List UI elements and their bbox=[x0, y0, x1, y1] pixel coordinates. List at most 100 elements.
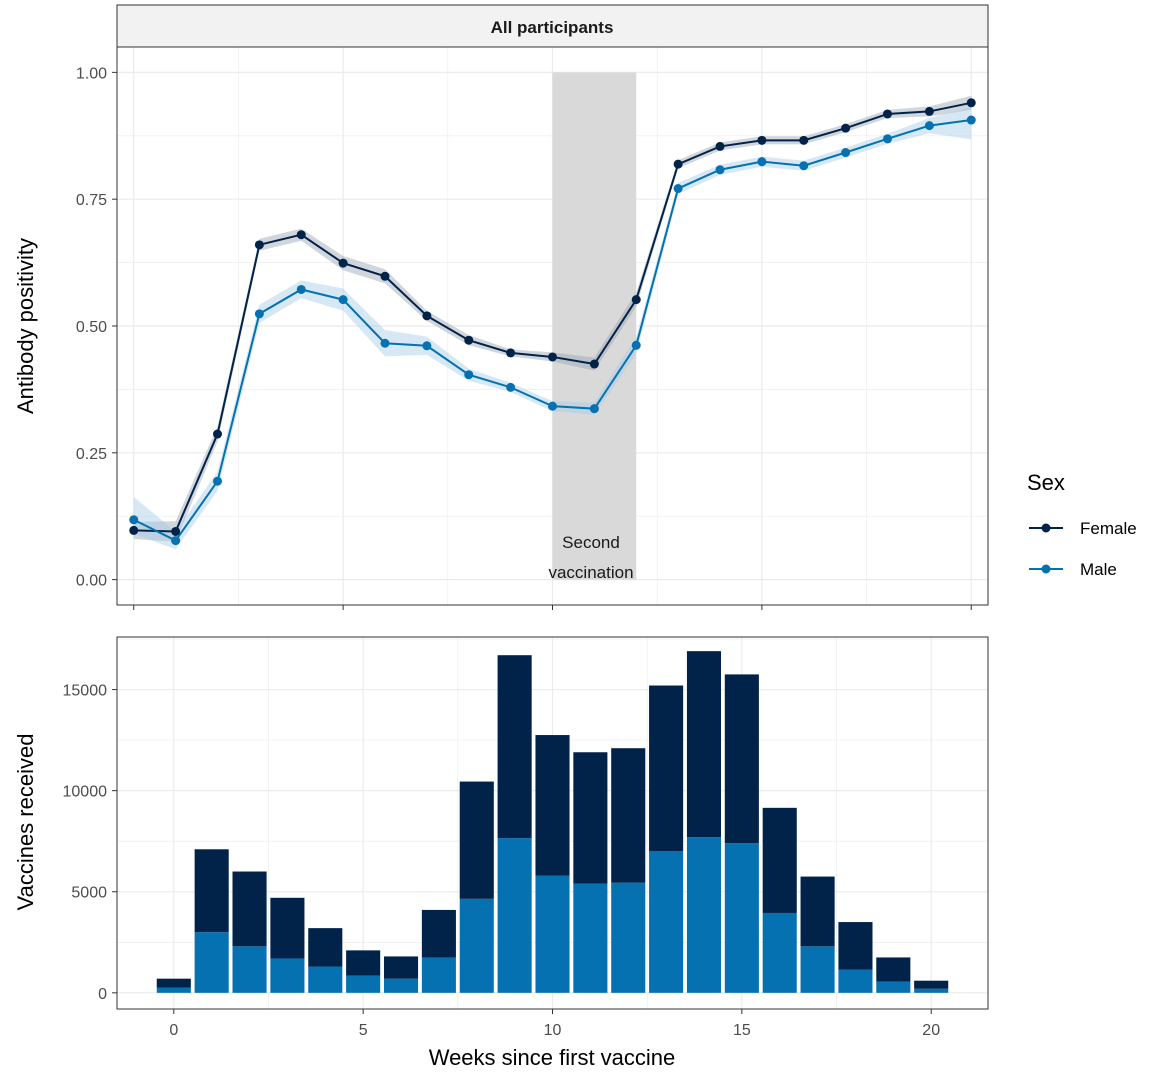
point-female-week-18 bbox=[883, 109, 892, 119]
bar-male-week-16 bbox=[762, 912, 797, 993]
point-female-week-5 bbox=[338, 258, 348, 268]
bar-male-week-13 bbox=[649, 851, 684, 993]
annotation-line-1: Second bbox=[562, 533, 620, 552]
bar-female-week-0 bbox=[156, 978, 191, 988]
bar-female-week-18 bbox=[838, 922, 873, 970]
bar-female-week-15 bbox=[724, 674, 759, 844]
bar-male-week-5 bbox=[346, 975, 381, 993]
shaded-band bbox=[552, 72, 637, 580]
point-female-week-0 bbox=[129, 525, 139, 535]
bar-female-week-8 bbox=[459, 781, 494, 899]
bar-male-week-0 bbox=[156, 987, 191, 993]
bar-male-week-1 bbox=[194, 932, 229, 993]
point-male-week-0 bbox=[129, 515, 139, 525]
point-male-week-5 bbox=[338, 295, 348, 305]
bar-female-week-19 bbox=[876, 957, 911, 982]
y-tick-label: 15000 bbox=[63, 683, 108, 700]
stacked-bars bbox=[156, 651, 949, 993]
point-male-week-20 bbox=[966, 115, 976, 125]
point-female-week-2 bbox=[213, 429, 222, 439]
point-male-week-9 bbox=[506, 382, 516, 392]
bottom-panel: 0 5000 10000 15000 0 5 10 15 20 Vaccines receiv… bbox=[13, 636, 989, 1070]
bar-male-week-17 bbox=[800, 946, 835, 993]
bar-male-week-18 bbox=[838, 969, 873, 993]
second-vaccination-band bbox=[552, 72, 637, 580]
bar-female-week-14 bbox=[686, 651, 722, 838]
bar-male-week-8 bbox=[459, 898, 494, 993]
point-female-week-6 bbox=[380, 271, 390, 281]
bar-female-week-11 bbox=[573, 752, 608, 884]
top-y-axis: 0.00 0.25 0.50 0.75 1.00 bbox=[76, 65, 117, 590]
bar-female-week-4 bbox=[308, 928, 343, 967]
bottom-y-axis: 0 5000 10000 15000 bbox=[63, 683, 117, 1003]
point-female-week-11 bbox=[589, 359, 599, 369]
point-male-week-14 bbox=[715, 165, 725, 175]
point-male-week-11 bbox=[589, 404, 599, 414]
point-female-week-1 bbox=[171, 526, 181, 536]
x-tick-label: 0 bbox=[169, 1022, 178, 1039]
point-male-week-13 bbox=[673, 184, 683, 194]
legend-male-point bbox=[1041, 564, 1051, 574]
point-female-week-20 bbox=[966, 98, 976, 108]
bar-male-week-2 bbox=[232, 946, 267, 993]
bar-male-week-10 bbox=[535, 875, 570, 993]
point-male-week-8 bbox=[464, 370, 474, 380]
y-tick-label: 0.00 bbox=[76, 573, 107, 590]
annotation-line-2: vaccination bbox=[548, 563, 633, 582]
bar-female-week-1 bbox=[194, 849, 229, 933]
point-female-week-8 bbox=[464, 335, 474, 345]
point-female-week-10 bbox=[548, 352, 557, 362]
bar-female-week-17 bbox=[800, 876, 835, 947]
point-male-week-1 bbox=[171, 536, 181, 546]
point-male-week-6 bbox=[380, 338, 390, 348]
bar-male-week-19 bbox=[876, 981, 911, 993]
legend-title: Sex bbox=[1027, 470, 1065, 495]
bar-female-week-13 bbox=[649, 685, 684, 852]
y-tick-label: 1.00 bbox=[76, 65, 107, 82]
y-tick-label: 5000 bbox=[71, 885, 107, 902]
y-tick-label: 0 bbox=[98, 986, 107, 1003]
point-female-week-9 bbox=[506, 348, 516, 358]
legend-female-point bbox=[1041, 523, 1051, 533]
x-tick-label: 5 bbox=[359, 1022, 368, 1039]
y-tick-label: 0.50 bbox=[76, 319, 107, 336]
x-tick-label: 20 bbox=[922, 1022, 940, 1039]
bottom-x-axis: 0 5 10 15 20 bbox=[169, 1009, 940, 1039]
bar-male-week-11 bbox=[573, 883, 608, 993]
point-male-week-10 bbox=[548, 401, 557, 411]
point-female-week-13 bbox=[673, 159, 683, 169]
bar-female-week-16 bbox=[762, 807, 797, 913]
point-male-week-18 bbox=[883, 134, 892, 144]
x-tick-label: 15 bbox=[733, 1022, 751, 1039]
x-tick-label: 10 bbox=[544, 1022, 562, 1039]
bar-female-week-6 bbox=[383, 956, 419, 979]
point-male-week-4 bbox=[296, 284, 306, 294]
point-male-week-15 bbox=[757, 157, 767, 167]
facet-strip-title: All participants bbox=[491, 18, 614, 37]
bar-female-week-7 bbox=[421, 909, 456, 958]
bar-male-week-3 bbox=[270, 958, 305, 993]
bar-male-week-15 bbox=[724, 843, 759, 993]
top-panel: All participants Second vaccination 0.00… bbox=[13, 4, 989, 610]
facet-strip bbox=[116, 4, 989, 48]
bar-male-week-7 bbox=[421, 957, 456, 993]
bar-male-week-14 bbox=[686, 837, 722, 993]
top-x-axis-ticks bbox=[133, 605, 972, 610]
point-female-week-19 bbox=[924, 106, 934, 116]
point-female-week-12 bbox=[631, 295, 641, 305]
legend: Sex Female Male bbox=[1027, 470, 1137, 579]
point-female-week-14 bbox=[715, 141, 725, 151]
y-tick-label: 0.75 bbox=[76, 192, 107, 209]
bar-male-week-4 bbox=[308, 966, 343, 993]
point-male-week-19 bbox=[924, 121, 934, 131]
point-female-week-17 bbox=[841, 123, 851, 133]
bottom-y-axis-title: Vaccines received bbox=[13, 734, 38, 911]
legend-male-label: Male bbox=[1080, 560, 1117, 579]
bar-female-week-12 bbox=[611, 748, 646, 883]
bar-female-week-9 bbox=[497, 655, 532, 839]
bar-female-week-2 bbox=[232, 871, 267, 947]
legend-item-male: Male bbox=[1029, 560, 1117, 579]
bar-female-week-10 bbox=[535, 735, 570, 876]
point-female-week-3 bbox=[254, 240, 264, 250]
